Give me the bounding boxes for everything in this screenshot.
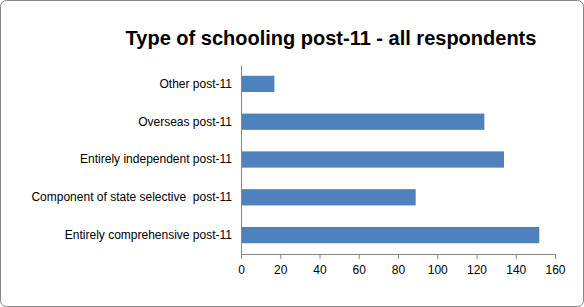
chart-frame xyxy=(1,1,584,307)
y-tick: Entirely independent post-11 xyxy=(80,152,232,166)
x-tick-mark xyxy=(477,254,478,259)
x-tick-label: 160 xyxy=(545,263,565,277)
x-tick-label: 80 xyxy=(392,263,406,277)
x-tick: 40 xyxy=(313,254,327,277)
title: Type of schooling post-11 - all responde… xyxy=(126,27,537,49)
y-axis-line xyxy=(241,66,242,255)
y-tick-label: Entirely comprehensive post-11 xyxy=(65,228,233,242)
x-tick-label: 20 xyxy=(274,263,288,277)
y-tick-label: Other post-11 xyxy=(160,77,233,91)
y-tick: Component of state selective post-11 xyxy=(31,190,232,204)
chart: Type of schooling post-11 - all responde… xyxy=(0,0,584,307)
x-tick-mark xyxy=(437,254,438,259)
y-tick-label: Component of state selective post-11 xyxy=(31,190,232,204)
bar xyxy=(241,151,504,167)
y-tick: Overseas post-11 xyxy=(138,115,232,129)
x-tick-mark xyxy=(280,254,281,259)
x-tick: 120 xyxy=(467,254,487,277)
x-tick-mark xyxy=(359,254,360,259)
plot-area: 0 20 40 60 80 100 120 140 160 Other post-11 Overse… xyxy=(31,66,565,277)
x-tick: 20 xyxy=(274,254,288,277)
y-tick: Other post-11 xyxy=(160,77,233,91)
x-tick: 100 xyxy=(428,254,448,277)
x-axis: 0 20 40 60 80 100 120 140 160 xyxy=(238,254,566,277)
x-tick-mark xyxy=(398,254,399,259)
bar xyxy=(241,227,539,243)
x-tick: 60 xyxy=(353,254,367,277)
x-tick-label: 100 xyxy=(428,263,448,277)
x-axis-line xyxy=(242,255,556,260)
bars xyxy=(241,76,539,243)
x-tick-label: 60 xyxy=(353,263,367,277)
x-tick: 0 xyxy=(238,254,245,277)
x-tick-label: 40 xyxy=(313,263,327,277)
x-tick-mark xyxy=(555,254,556,259)
x-tick-label: 120 xyxy=(467,263,487,277)
x-tick: 160 xyxy=(545,254,565,277)
bar xyxy=(241,76,274,92)
y-axis: Other post-11 Overseas post-11 Entirely in… xyxy=(31,66,241,255)
x-tick-label: 140 xyxy=(506,263,526,277)
bar xyxy=(241,114,484,130)
y-tick-label: Entirely independent post-11 xyxy=(80,152,232,166)
y-tick: Entirely comprehensive post-11 xyxy=(65,228,233,242)
x-tick-label: 0 xyxy=(238,263,245,277)
x-tick-mark xyxy=(516,254,517,259)
x-tick-mark xyxy=(241,254,242,259)
x-tick-mark xyxy=(320,254,321,259)
y-tick-label: Overseas post-11 xyxy=(138,115,232,129)
x-tick: 140 xyxy=(506,254,526,277)
x-tick: 80 xyxy=(392,254,406,277)
bar xyxy=(241,189,416,205)
